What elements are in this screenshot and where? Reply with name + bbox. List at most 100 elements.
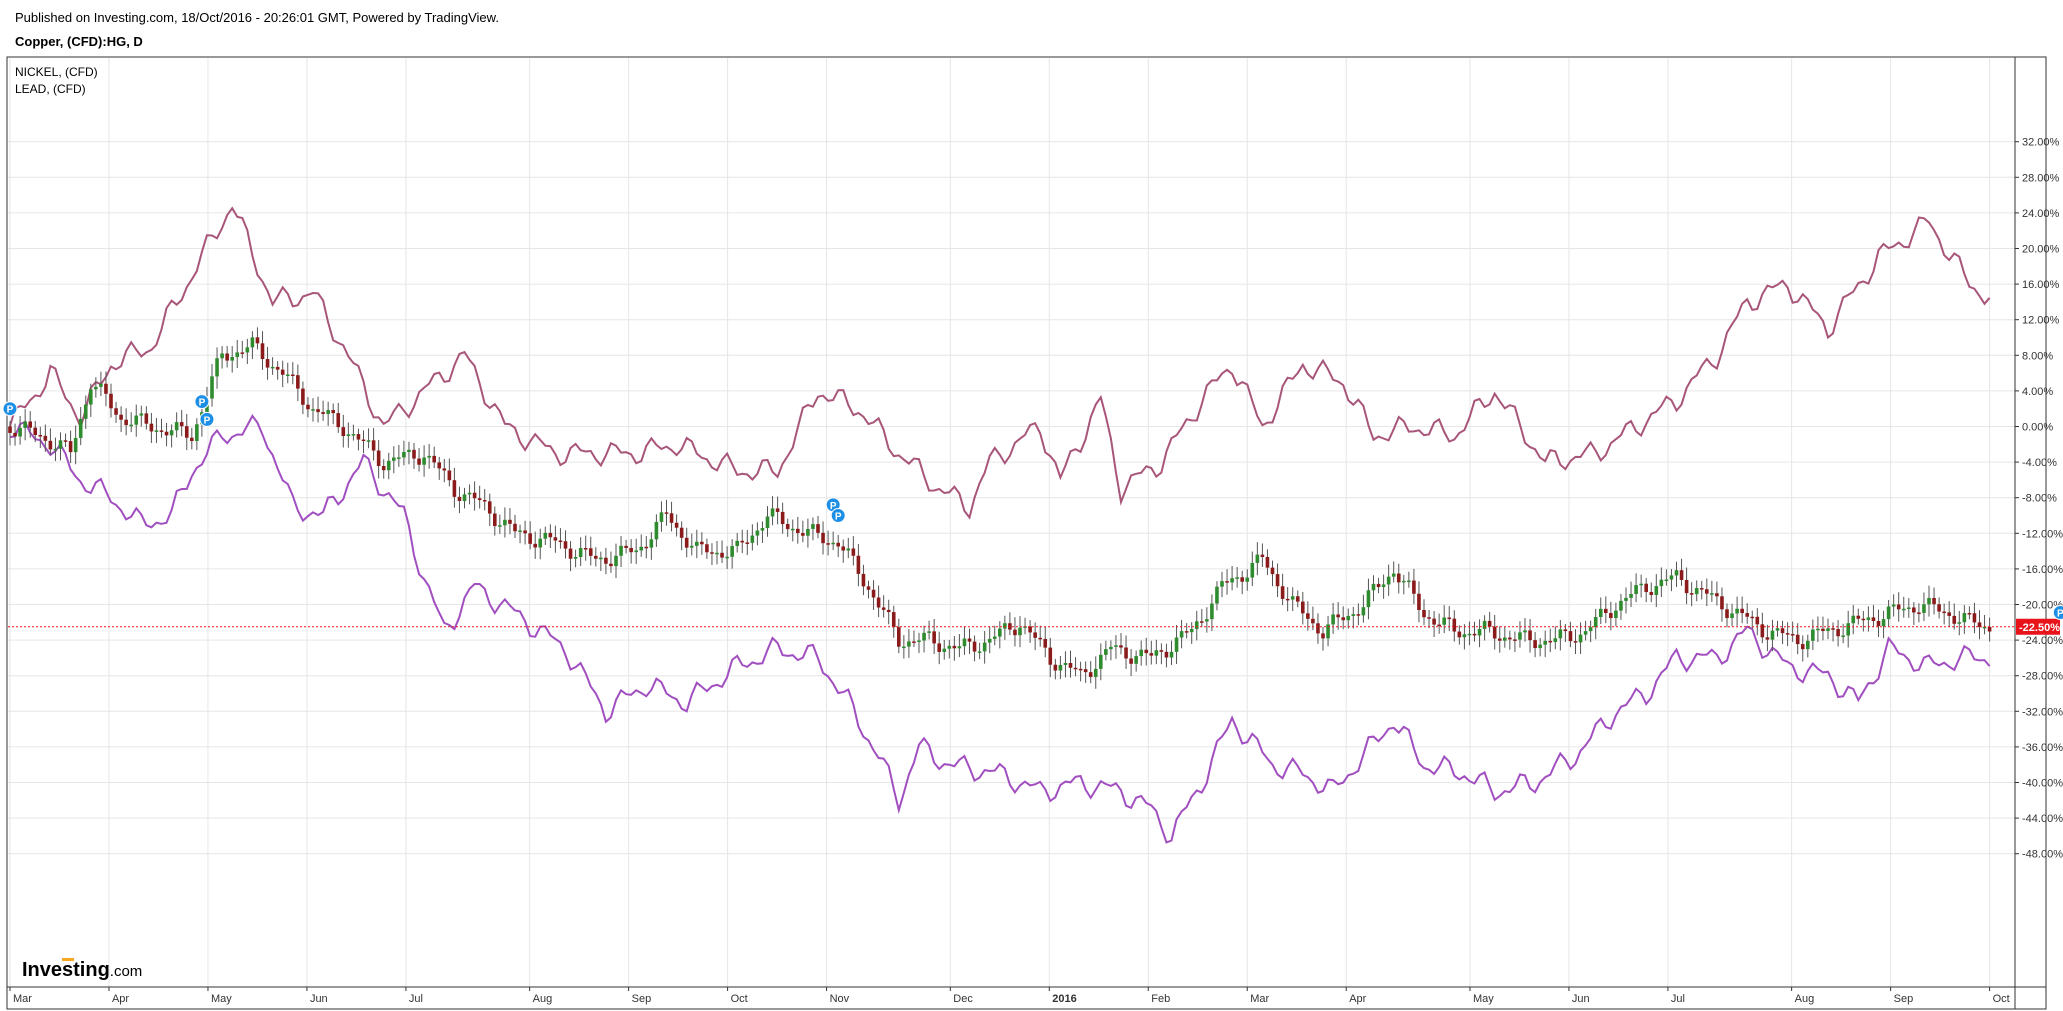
- y-tick-label: -40.00%: [2022, 778, 2063, 790]
- candle: [1816, 616, 1820, 643]
- candle: [962, 626, 967, 655]
- event-marker[interactable]: P: [2, 401, 18, 417]
- candle: [897, 618, 901, 654]
- candle: [381, 459, 386, 479]
- candle: [644, 536, 649, 559]
- candle: [326, 401, 330, 426]
- candle: [1735, 596, 1739, 626]
- candle: [1619, 593, 1623, 620]
- candle: [1053, 658, 1058, 680]
- candle: [1134, 650, 1138, 672]
- y-tick-label: -20.00%: [2022, 600, 2063, 612]
- event-marker[interactable]: P: [2052, 605, 2063, 621]
- event-marker[interactable]: P: [199, 411, 215, 427]
- candle: [1088, 661, 1093, 684]
- candle: [654, 514, 659, 547]
- candle: [1260, 543, 1265, 567]
- candle: [225, 346, 229, 368]
- candle: [1851, 605, 1856, 635]
- candle: [846, 537, 851, 559]
- candle: [785, 518, 790, 537]
- candle: [1063, 651, 1068, 678]
- candle: [285, 362, 290, 384]
- x-tick-label: Apr: [112, 993, 129, 1005]
- event-marker-label: P: [2057, 609, 2063, 620]
- candle: [1775, 620, 1780, 637]
- candle: [669, 501, 674, 532]
- time-axis[interactable]: Mar Apr May Jun Jul Aug Sep Oct Nov Dec 2016 Feb Mar…: [9, 987, 2010, 1005]
- candle: [1836, 620, 1840, 647]
- candle: [720, 540, 724, 564]
- event-marker-label: P: [7, 405, 14, 416]
- candle: [937, 631, 941, 665]
- candle: [1841, 623, 1845, 644]
- candle: [735, 532, 739, 553]
- candle: [255, 327, 260, 350]
- y-tick-label: -24.00%: [2022, 635, 2063, 647]
- candle: [775, 496, 780, 525]
- candle: [1169, 640, 1174, 665]
- candle: [1210, 594, 1214, 632]
- candle: [861, 564, 866, 596]
- y-tick-label: -4.00%: [2022, 457, 2057, 469]
- candle: [866, 580, 871, 599]
- candle: [649, 532, 654, 560]
- x-tick-label: May: [1473, 993, 1494, 1005]
- candle: [8, 421, 12, 446]
- candle: [432, 446, 436, 469]
- candle: [1381, 574, 1386, 599]
- candle: [1129, 649, 1133, 677]
- candle: [573, 549, 578, 568]
- candle: [1487, 611, 1492, 633]
- candle: [886, 599, 891, 625]
- event-marker[interactable]: P: [830, 508, 846, 523]
- candle: [1881, 610, 1886, 639]
- candle: [563, 530, 568, 559]
- candle: [1558, 620, 1563, 651]
- x-tick-label: 2016: [1052, 993, 1076, 1005]
- candle: [907, 628, 911, 658]
- candle: [583, 535, 588, 561]
- candle: [1114, 635, 1118, 659]
- candle: [1886, 600, 1891, 627]
- candle: [796, 516, 800, 544]
- candle: [1341, 606, 1345, 630]
- legend-nickel: NICKEL, (CFD): [15, 65, 98, 79]
- candle: [1629, 581, 1633, 608]
- x-tick-label: Jul: [1671, 993, 1685, 1005]
- candle: [1366, 578, 1371, 620]
- candle: [821, 521, 825, 555]
- candle: [1977, 610, 1982, 640]
- candle: [392, 446, 396, 474]
- candle: [1492, 614, 1497, 650]
- candle: [472, 481, 477, 511]
- candle: [730, 539, 734, 569]
- candle: [831, 531, 835, 551]
- candle: [1376, 577, 1381, 594]
- candle: [1649, 582, 1654, 603]
- candle: [1083, 661, 1088, 683]
- candle: [169, 424, 174, 448]
- candle: [634, 538, 638, 564]
- candle: [134, 404, 139, 437]
- candle: [1654, 574, 1659, 608]
- candle: [1149, 640, 1154, 665]
- candle: [1270, 560, 1275, 587]
- candle: [1275, 563, 1280, 598]
- candle: [1866, 606, 1871, 632]
- candle: [745, 529, 750, 556]
- candle: [503, 507, 507, 538]
- candle: [139, 405, 144, 427]
- candle: [1336, 602, 1340, 630]
- candle: [1705, 578, 1709, 607]
- candle: [493, 506, 497, 536]
- event-marker[interactable]: P: [194, 394, 210, 410]
- candle: [1306, 601, 1310, 631]
- x-tick-label: Sep: [1894, 993, 1914, 1005]
- candle: [1674, 561, 1679, 588]
- candle: [801, 520, 805, 543]
- candle: [1422, 599, 1426, 626]
- price-axis[interactable]: 32.00% 28.00% 24.00% 20.00% 16.00% 12.00% 8.00…: [2015, 137, 2063, 861]
